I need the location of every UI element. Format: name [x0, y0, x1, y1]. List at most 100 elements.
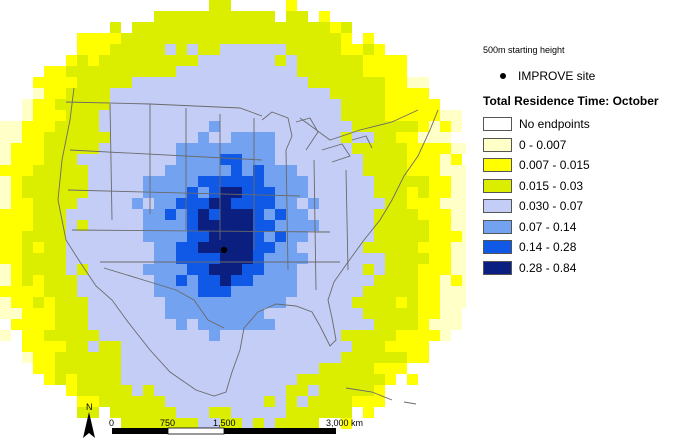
grid-cell	[341, 231, 352, 242]
grid-cell	[22, 275, 33, 286]
grid-cell	[242, 275, 253, 286]
grid-cell	[220, 231, 231, 242]
grid-cell	[264, 22, 275, 33]
grid-cell	[165, 110, 176, 121]
scale-tick-3000: 3,000 km	[326, 418, 363, 428]
grid-cell	[275, 308, 286, 319]
grid-cell	[286, 209, 297, 220]
grid-cell	[363, 66, 374, 77]
grid-cell	[286, 352, 297, 363]
scale-tick-1500: 1,500	[213, 418, 236, 428]
grid-cell	[55, 275, 66, 286]
grid-cell	[121, 363, 132, 374]
grid-cell	[462, 286, 466, 297]
grid-cell	[297, 231, 308, 242]
grid-cell	[209, 253, 220, 264]
grid-cell	[66, 55, 77, 66]
grid-cell	[297, 330, 308, 341]
grid-cell	[220, 110, 231, 121]
grid-cell	[396, 330, 407, 341]
grid-cell	[176, 88, 187, 99]
grid-cell	[451, 253, 462, 264]
grid-cell	[242, 385, 253, 396]
grid-cell	[165, 319, 176, 330]
grid-cell	[374, 352, 385, 363]
grid-cell	[143, 385, 154, 396]
grid-cell	[220, 341, 231, 352]
grid-cell	[231, 253, 242, 264]
grid-cell	[253, 187, 264, 198]
grid-cell	[374, 396, 385, 407]
grid-cell	[286, 341, 297, 352]
grid-cell	[429, 121, 440, 132]
grid-cell	[253, 286, 264, 297]
improve-site-marker[interactable]	[220, 246, 228, 254]
residence-time-map[interactable]: N 0 750 1,500 3,000 km	[0, 0, 466, 446]
grid-cell	[176, 242, 187, 253]
grid-cell	[231, 330, 242, 341]
grid-cell	[77, 55, 88, 66]
grid-cell	[209, 330, 220, 341]
grid-cell	[308, 132, 319, 143]
grid-cell	[0, 165, 11, 176]
grid-cell	[33, 198, 44, 209]
grid-cell	[330, 176, 341, 187]
grid-cell	[341, 88, 352, 99]
grid-cell	[132, 77, 143, 88]
grid-cell	[363, 363, 374, 374]
grid-cell	[374, 99, 385, 110]
grid-cell	[121, 110, 132, 121]
grid-cell	[396, 132, 407, 143]
grid-cell	[187, 198, 198, 209]
grid-cell	[330, 110, 341, 121]
grid-cell	[275, 198, 286, 209]
grid-cell	[99, 132, 110, 143]
grid-cell	[264, 11, 275, 22]
grid-cell	[88, 132, 99, 143]
grid-cell	[451, 297, 462, 308]
grid-cell	[209, 198, 220, 209]
grid-cell	[407, 121, 418, 132]
grid-cell	[363, 198, 374, 209]
grid-cell	[198, 143, 209, 154]
grid-cell	[88, 121, 99, 132]
grid-cell	[363, 209, 374, 220]
grid-cell	[231, 275, 242, 286]
grid-cell	[319, 242, 330, 253]
grid-cell	[176, 22, 187, 33]
legend-panel: 500m starting height IMPROVE site Total …	[466, 0, 684, 446]
grid-cell	[77, 341, 88, 352]
map-panel[interactable]: N 0 750 1,500 3,000 km	[0, 0, 466, 446]
grid-cell	[286, 44, 297, 55]
grid-cell	[407, 88, 418, 99]
grid-cell	[275, 418, 286, 429]
grid-cell	[143, 341, 154, 352]
grid-cell	[198, 132, 209, 143]
grid-cell	[165, 286, 176, 297]
grid-cell	[275, 121, 286, 132]
grid-cell	[121, 33, 132, 44]
grid-cell	[275, 286, 286, 297]
grid-cell	[154, 55, 165, 66]
grid-cell	[418, 319, 429, 330]
grid-cell	[33, 187, 44, 198]
grid-cell	[110, 286, 121, 297]
grid-cell	[374, 110, 385, 121]
grid-cell	[55, 143, 66, 154]
grid-cell	[253, 374, 264, 385]
grid-cell	[33, 275, 44, 286]
grid-cell	[121, 143, 132, 154]
grid-cell	[121, 77, 132, 88]
grid-cell	[209, 209, 220, 220]
grid-cell	[341, 22, 352, 33]
grid-cell	[176, 33, 187, 44]
grid-cell	[44, 176, 55, 187]
grid-cell	[77, 165, 88, 176]
grid-cell	[22, 253, 33, 264]
grid-cell	[363, 253, 374, 264]
grid-cell	[242, 418, 253, 429]
grid-cell	[264, 55, 275, 66]
grid-cell	[231, 198, 242, 209]
grid-cell	[440, 165, 451, 176]
grid-cell	[330, 209, 341, 220]
